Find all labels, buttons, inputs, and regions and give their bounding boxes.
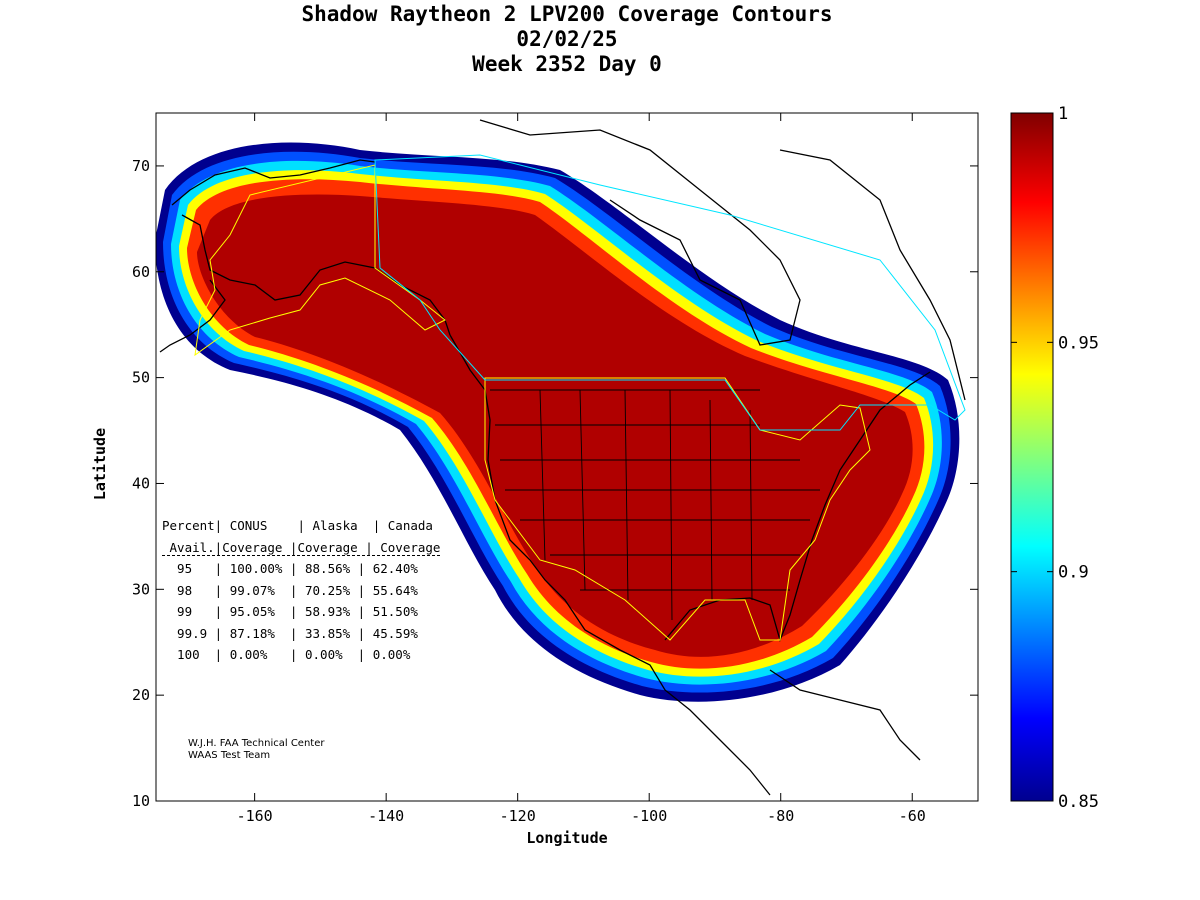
y-tick-label: 20 xyxy=(132,686,150,704)
y-tick-label: 60 xyxy=(132,263,150,281)
west-coast xyxy=(449,334,771,796)
y-axis-label: Latitude xyxy=(91,427,109,501)
credit-line-1: W.J.H. FAA Technical Center xyxy=(188,738,325,749)
contour-band-100 xyxy=(197,194,913,657)
alaska-coast xyxy=(171,159,451,336)
x-axis-ticks: -160 -140 -120 -100 -80 -60 xyxy=(237,113,926,825)
canada-outline xyxy=(374,154,966,431)
coverage-contours xyxy=(156,142,960,702)
coastlines xyxy=(159,119,966,796)
chart-title: Shadow Raytheon 2 LPV200 Coverage Contou… xyxy=(301,2,833,26)
colorbar-tick-label: 0.85 xyxy=(1058,792,1099,812)
stats-row: 99 | 95.05% | 58.93% | 51.50% xyxy=(162,604,418,619)
alaska-outline xyxy=(194,164,446,357)
y-tick-label: 70 xyxy=(132,157,150,175)
credit-line-2: WAAS Test Team xyxy=(188,750,271,761)
greenland-ish xyxy=(779,149,966,401)
x-tick-label: -120 xyxy=(500,807,536,825)
colorbar-tick-label: 0.95 xyxy=(1058,333,1099,353)
chart-date: 02/02/25 xyxy=(516,27,618,51)
x-tick-label: -80 xyxy=(767,807,794,825)
state-borders xyxy=(490,389,820,621)
plot-frame xyxy=(155,112,979,802)
y-tick-label: 30 xyxy=(132,580,150,598)
y-tick-label: 40 xyxy=(132,474,150,492)
y-tick-label: 50 xyxy=(132,369,150,387)
stats-row: 99.9 | 87.18% | 33.85% | 45.59% xyxy=(162,625,418,641)
chart-week-day: Week 2352 Day 0 xyxy=(472,52,662,76)
stats-header-2: Avail.|Coverage |Coverage | Coverage xyxy=(162,539,441,556)
conus-outline xyxy=(484,377,871,641)
colorbar xyxy=(1010,112,1054,802)
stats-row: 100 | 0.00% | 0.00% | 0.00% xyxy=(162,647,411,662)
canada-arctic xyxy=(479,119,801,346)
stats-row: 95 | 100.00% | 88.56% | 62.40% xyxy=(162,561,418,576)
y-axis-ticks: 10 20 30 40 50 60 70 xyxy=(132,157,978,810)
x-axis-label: Longitude xyxy=(526,829,608,847)
region-outlines xyxy=(194,154,966,641)
x-tick-label: -100 xyxy=(631,807,667,825)
x-tick-label: -140 xyxy=(368,807,404,825)
colorbar-tick-label: 0.9 xyxy=(1058,563,1089,583)
colorbar-ticks: 0.85 0.9 0.95 1 xyxy=(1011,104,1099,812)
stats-row: 98 | 99.07% | 70.25% | 55.64% xyxy=(162,582,418,598)
colorbar-tick-label: 1 xyxy=(1058,104,1068,124)
gulf-coast xyxy=(664,371,931,643)
x-tick-label: -60 xyxy=(899,807,926,825)
alaska-peninsula xyxy=(159,279,226,353)
y-tick-label: 10 xyxy=(132,792,150,810)
x-tick-label: -160 xyxy=(237,807,273,825)
central-america xyxy=(769,669,921,761)
stats-header-1: Percent| CONUS | Alaska | Canada xyxy=(162,518,433,533)
